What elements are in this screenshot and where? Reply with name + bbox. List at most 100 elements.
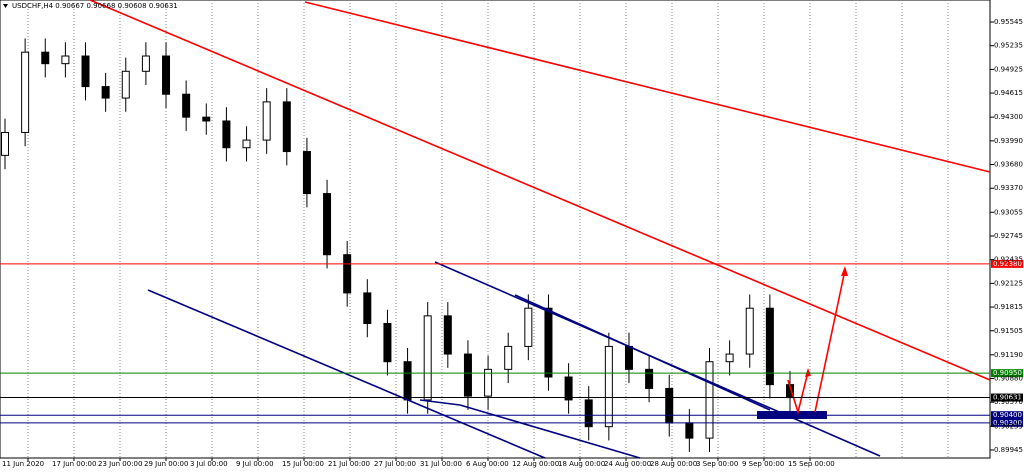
candle-body <box>443 315 452 355</box>
y-tick-label: 0.94615 <box>994 89 1023 97</box>
candle-body <box>242 139 251 149</box>
y-tick-label: 0.93055 <box>994 208 1023 216</box>
candle-body <box>41 51 50 65</box>
x-tick-label: 21 Jul 00:00 <box>328 460 370 468</box>
candle-body <box>765 307 774 386</box>
level-tag <box>991 411 1023 420</box>
candle-body <box>604 345 613 428</box>
candle-body <box>524 307 533 347</box>
y-tick-label: 0.91815 <box>994 303 1023 311</box>
y-tick-label: 0.90255 <box>994 422 1023 430</box>
candle-body <box>463 353 472 397</box>
trend-line <box>147 289 546 459</box>
x-tick-label: 9 Sep 00:00 <box>742 460 784 468</box>
candle-body <box>1 131 9 156</box>
y-tick-label: 0.94925 <box>994 65 1023 73</box>
x-tick-label: 27 Jul 00:00 <box>374 460 416 468</box>
grid <box>27 0 949 458</box>
y-tick-label: 0.92125 <box>994 279 1023 287</box>
candle-body <box>302 151 311 195</box>
candle-body <box>423 315 432 401</box>
y-tick-label: 0.91190 <box>994 351 1023 359</box>
candle-body <box>343 254 352 294</box>
candle-body <box>222 120 231 149</box>
candle-body <box>665 387 674 424</box>
y-tick-label: 0.91505 <box>994 327 1023 335</box>
level-label: 0.90631 <box>993 394 1022 402</box>
candle-body <box>584 399 593 428</box>
candle-body <box>504 345 513 370</box>
candle-body <box>484 368 493 397</box>
candle-body <box>81 55 90 88</box>
x-tick-label: 17 Jun 00:00 <box>52 460 96 468</box>
candle-body <box>363 292 372 324</box>
y-tick-label: 0.93370 <box>994 184 1023 192</box>
y-tick-label: 0.93990 <box>994 137 1023 145</box>
candle-body <box>403 361 412 401</box>
x-tick-label: 9 Jul 00:00 <box>236 460 274 468</box>
x-tick-label: 15 Jul 00:00 <box>282 460 324 468</box>
x-tick-label: 18 Aug 00:00 <box>558 460 605 468</box>
candles <box>1 38 794 452</box>
candle-body <box>685 422 694 439</box>
x-tick-label: 31 Jul 00:00 <box>420 460 462 468</box>
level-tag <box>991 259 1023 268</box>
candle-body <box>162 55 171 95</box>
level-label: 0.90950 <box>993 369 1022 377</box>
candle-body <box>645 368 654 389</box>
y-tick-label: 0.95545 <box>994 18 1023 26</box>
candle-body <box>745 307 754 355</box>
level-label: 0.92380 <box>993 260 1022 268</box>
y-tick-label: 0.93680 <box>994 161 1023 169</box>
trend-line <box>89 0 991 381</box>
arrow <box>814 269 846 413</box>
x-tick-label: 24 Aug 00:00 <box>604 460 651 468</box>
candle-body <box>624 345 633 370</box>
trend-line <box>304 1 991 173</box>
candle-body <box>282 101 291 153</box>
level-tag <box>991 418 1023 427</box>
candle-body <box>705 361 714 439</box>
candle-body <box>725 353 734 363</box>
menu-arrow <box>3 4 8 8</box>
candle-body <box>21 51 30 133</box>
candle-body <box>544 307 553 378</box>
candle-body <box>383 322 392 363</box>
candle-body <box>564 376 573 401</box>
x-tick-label: 3 Sep 00:00 <box>696 460 738 468</box>
y-tick-label: 0.89945 <box>994 446 1023 454</box>
level-tag <box>991 369 1023 378</box>
y-tick-label: 0.94300 <box>994 113 1023 121</box>
candle-body <box>141 55 150 72</box>
candle-body <box>262 101 271 141</box>
x-tick-label: 11 Jun 2020 <box>2 460 44 468</box>
level-tag <box>991 393 1023 402</box>
price-axis: 0.95545 0.95235 0.94925 0.94615 0.94300 0.939… <box>2 18 1023 468</box>
trend-line <box>459 404 641 459</box>
level-label: 0.90400 <box>993 411 1022 419</box>
y-tick-label: 0.92435 <box>994 256 1023 264</box>
arrow-head <box>841 266 848 276</box>
candle-body <box>182 93 191 118</box>
trend-line <box>514 294 771 411</box>
arrow <box>787 371 809 415</box>
trend-line <box>419 399 461 406</box>
candle-body <box>202 116 211 122</box>
candle-body <box>323 193 332 256</box>
x-tick-label: 28 Aug 00:00 <box>650 460 697 468</box>
y-tick-label: 0.90880 <box>994 375 1023 383</box>
y-tick-label: 0.90570 <box>994 398 1023 406</box>
x-tick-label: 15 Sep 00:00 <box>788 460 835 468</box>
candle-body <box>61 55 70 65</box>
y-tick-label: 0.95235 <box>994 42 1023 50</box>
x-tick-label: 3 Jul 00:00 <box>190 460 228 468</box>
candle-body <box>121 70 130 99</box>
x-tick-label: 29 Jun 00:00 <box>144 460 188 468</box>
candle-body <box>101 86 110 99</box>
x-tick-label: 12 Aug 00:00 <box>512 460 559 468</box>
arrow-head <box>805 368 811 377</box>
x-tick-label: 23 Jun 00:00 <box>98 460 142 468</box>
chart-title: USDCHF,H4 0.90667 0.90668 0.90608 0.9063… <box>12 2 178 10</box>
